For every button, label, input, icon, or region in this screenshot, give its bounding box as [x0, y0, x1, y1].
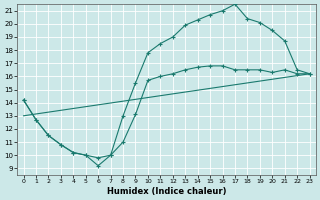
X-axis label: Humidex (Indice chaleur): Humidex (Indice chaleur) — [107, 187, 226, 196]
